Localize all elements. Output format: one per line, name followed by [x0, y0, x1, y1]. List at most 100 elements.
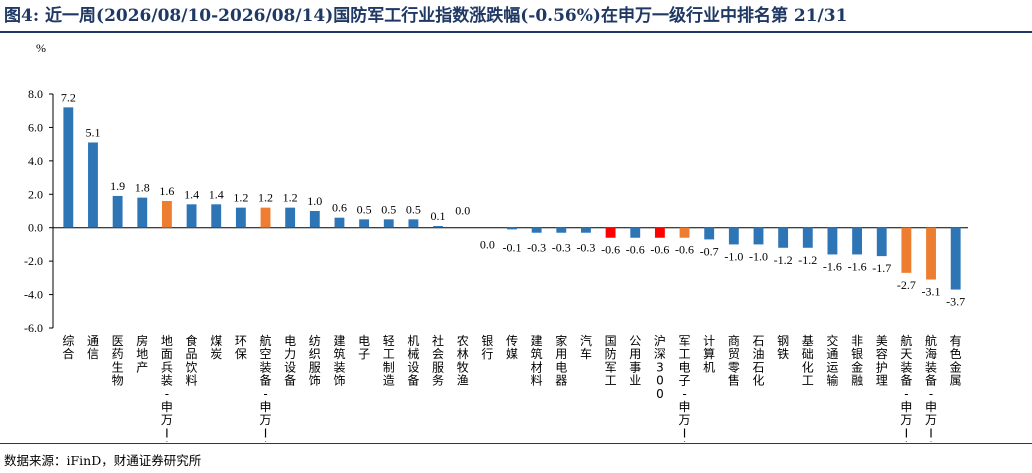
- bar: [605, 227, 616, 238]
- figure-title: 图4: 近一周(2026/08/10-2026/08/14)国防军工行业指数涨跌…: [4, 6, 848, 26]
- bar: [950, 227, 961, 290]
- category-label: 商贸零售: [728, 333, 740, 388]
- bar: [753, 227, 764, 245]
- footer-divider: [0, 443, 1032, 444]
- data-label: -0.6: [626, 243, 645, 257]
- data-label: 0.1: [431, 209, 446, 223]
- category-label: 传媒: [506, 333, 518, 361]
- data-label: -1.6: [848, 259, 867, 273]
- bar: [654, 227, 665, 238]
- data-label: -3.1: [922, 285, 941, 299]
- data-label: 0.0: [480, 238, 495, 252]
- data-label: -0.3: [527, 241, 546, 255]
- category-label: 钢铁: [777, 334, 789, 361]
- category-label: 交通运输: [826, 333, 838, 388]
- bar: [112, 195, 123, 228]
- category-label: 轻工制造: [383, 334, 395, 388]
- bar: [211, 204, 222, 228]
- bar: [531, 227, 542, 233]
- category-label: 银行: [481, 334, 493, 361]
- data-label: 0.5: [406, 202, 421, 216]
- data-label: -1.2: [774, 253, 793, 267]
- bar: [728, 227, 739, 245]
- category-label: 通信: [87, 334, 99, 361]
- title-divider: [0, 31, 1032, 33]
- data-label: -1.0: [724, 249, 743, 263]
- data-label: -0.7: [700, 244, 719, 258]
- category-label: 房地产: [136, 333, 148, 374]
- bar: [309, 211, 320, 228]
- y-tick-label: -6.0: [24, 321, 43, 335]
- data-label: 1.2: [258, 191, 273, 205]
- bar: [778, 227, 789, 248]
- y-tick-label: 4.0: [28, 154, 43, 168]
- bar: [802, 227, 813, 248]
- bar: [827, 227, 838, 255]
- bar: [359, 219, 370, 228]
- bar: [876, 227, 887, 257]
- bar: [260, 207, 271, 228]
- data-label: -1.7: [872, 261, 891, 275]
- data-label: 1.0: [307, 194, 322, 208]
- data-label: 0.0: [455, 204, 470, 218]
- category-label: 美容护理: [876, 334, 888, 388]
- data-label: -3.7: [946, 295, 965, 309]
- category-label: 地面兵装-申万II: [161, 334, 173, 442]
- category-label: 家用电器: [555, 333, 567, 388]
- data-label: 1.4: [184, 187, 199, 201]
- y-tick-label: 2.0: [28, 187, 43, 201]
- data-label: 1.2: [283, 191, 298, 205]
- category-label: 医药生物: [112, 334, 124, 388]
- bar: [901, 227, 912, 273]
- bar: [556, 227, 567, 233]
- data-label: 1.8: [135, 181, 150, 195]
- y-tick-label: -4.0: [24, 288, 43, 302]
- data-label: -0.6: [675, 243, 694, 257]
- y-axis-unit-label: %: [36, 41, 46, 55]
- category-label: 航天装备-申万II: [900, 333, 912, 442]
- category-label: 石油石化: [752, 334, 764, 388]
- bar: [704, 227, 715, 240]
- bar: [161, 200, 172, 228]
- category-label: 建筑装饰: [333, 334, 345, 388]
- bar: [285, 207, 296, 228]
- data-label: 7.2: [61, 90, 76, 104]
- category-label: 电子: [358, 334, 370, 361]
- bar: [63, 107, 74, 228]
- category-label: 汽车: [580, 333, 592, 361]
- data-label: -0.6: [601, 243, 620, 257]
- category-label: 煤炭: [210, 334, 222, 361]
- data-label: 0.5: [381, 202, 396, 216]
- category-label: 计算机: [703, 334, 715, 374]
- data-label: 1.4: [209, 187, 224, 201]
- data-label: -2.7: [897, 278, 916, 292]
- data-label: -0.3: [552, 241, 571, 255]
- category-label: 国防军工: [605, 334, 617, 388]
- data-label: 0.6: [332, 201, 347, 215]
- bar: [852, 227, 863, 255]
- category-label: 食品饮料: [186, 333, 198, 388]
- category-label: 机械设备: [407, 334, 419, 388]
- category-label: 航空装备-申万II: [260, 333, 272, 442]
- category-label: 环保: [235, 334, 247, 361]
- bar: [334, 217, 345, 228]
- bar: [408, 219, 419, 228]
- source-note: 数据来源：iFinD，财通证券研究所: [4, 453, 202, 468]
- data-label: -1.0: [749, 249, 768, 263]
- bar: [88, 142, 98, 228]
- category-label: 基础化工: [802, 334, 814, 388]
- data-label: -0.3: [576, 241, 595, 255]
- category-label: 社会服务: [432, 333, 444, 388]
- y-tick-label: 8.0: [28, 87, 43, 101]
- data-label: -0.1: [503, 241, 522, 255]
- data-label: 1.9: [110, 179, 125, 193]
- category-label: 建筑材料: [531, 334, 543, 388]
- y-tick-label: 0.0: [28, 221, 43, 235]
- bar: [186, 204, 197, 228]
- category-label: 沪深 3 0 0: [654, 334, 666, 401]
- bar-chart: % 8.0 6.0 4.0 2.0 0.0 -2.0 -4.0 -6.0 7.2 综合 5.1 通信 1.…: [24, 41, 968, 442]
- data-label: 1.2: [233, 191, 248, 205]
- category-label: 电力设备: [284, 334, 296, 388]
- data-label: 0.5: [357, 202, 372, 216]
- data-label: -1.2: [798, 253, 817, 267]
